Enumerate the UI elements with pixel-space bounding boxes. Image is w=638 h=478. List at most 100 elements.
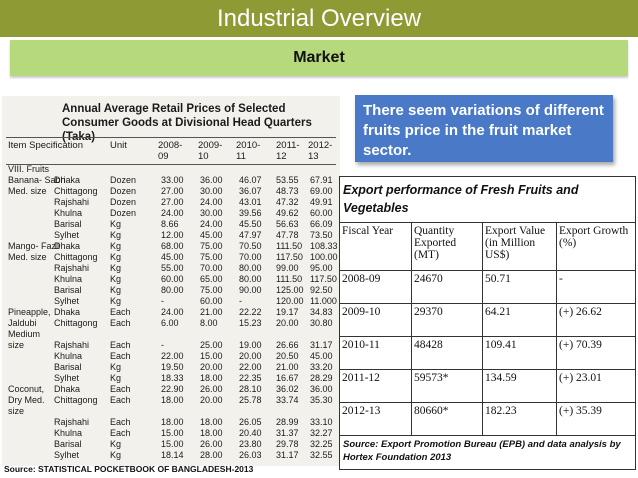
scan-cell-v2011: 20.00 — [276, 318, 299, 328]
export-cell-quantity: 80660* — [412, 403, 483, 435]
scan-cell-v2008: 27.00 — [161, 197, 184, 207]
scan-cell-v2011: 21.00 — [276, 362, 299, 372]
scan-cell-v2010: 22.35 — [239, 373, 262, 383]
export-cell-quantity: 48428 — [412, 337, 483, 369]
scan-cell-v2011: 49.62 — [276, 208, 299, 218]
scan-cell-v2008: 80.00 — [161, 285, 184, 295]
scan-cell-unit: Kg — [110, 274, 122, 284]
scan-cell-city: Barisal — [54, 439, 82, 449]
scan-cell-unit: Kg — [110, 263, 122, 273]
export-cell-growth: (+) 23.01 — [559, 372, 602, 384]
scan-cell-v2012: 11.000 — [310, 296, 337, 306]
scan-cell-v2008: 68.00 — [161, 241, 184, 251]
scan-table-row: Med. size Chittagong Dozen 27.00 30.00 36.07 4… — [6, 186, 340, 197]
scan-cell-v2012: 67.91 — [310, 175, 333, 185]
scan-table-row: Barisal Kg 8.66 24.00 45.50 56.63 66.09 — [6, 219, 340, 230]
scan-cell-v2009: 36.00 — [200, 175, 223, 185]
scan-cell-v2011: 26.66 — [276, 340, 299, 350]
scan-cell-v2012: 60.00 — [310, 208, 333, 218]
export-cell-year: 2011-12 — [340, 370, 412, 402]
scan-table-row: Jaldubi Chittagong Each 6.00 8.00 15.23 20.00 3… — [6, 318, 340, 329]
scan-table-row: Dry Med. Chittagong Each 18.00 20.00 25.78 33.… — [6, 395, 340, 406]
scan-cell-city: Dhaka — [54, 307, 81, 317]
export-table-title: Export performance of Fresh Fruits and V… — [340, 177, 635, 223]
scan-cell-city: Khulna — [54, 428, 83, 438]
scan-table-row: Medium — [6, 329, 340, 340]
export-cell-value: 109.41 — [483, 337, 557, 369]
export-cell-value: 64.21 — [483, 304, 557, 336]
scan-cell-v2010: 47.97 — [239, 230, 262, 240]
slide-subtitle: Market — [293, 49, 345, 66]
export-table-row: 2009-10 29370 64.21 (+) 26.62 — [340, 304, 635, 337]
scan-cell-city: Chittagong — [54, 395, 98, 405]
scan-cell-item: Coconut, — [8, 384, 45, 394]
scan-cell-city: Chittagong — [54, 318, 98, 328]
scan-table-header: Item Specification Unit 2008-09 2009-10 … — [6, 137, 336, 165]
scan-cell-v2010: 36.07 — [239, 186, 262, 196]
scan-header-2011: 2011-12 — [276, 140, 300, 162]
scan-cell-v2010: 39.56 — [239, 208, 262, 218]
scan-title-line-1: Annual Average Retail Prices of Selected — [62, 103, 286, 115]
export-cell-value: 182.23 — [483, 403, 557, 435]
scan-cell-v2009: 18.00 — [200, 373, 223, 383]
scan-cell-city: Rajshahi — [54, 197, 90, 207]
scan-cell-city: Barisal — [54, 362, 82, 372]
scan-cell-v2010: 20.00 — [239, 351, 262, 361]
scan-cell-city: Dhaka — [54, 175, 81, 185]
scan-cell-item: Jaldubi — [8, 318, 37, 328]
scan-cell-v2011: 33.74 — [276, 395, 299, 405]
scan-cell-v2009: 20.00 — [200, 362, 223, 372]
scan-cell-v2008: 27.00 — [161, 186, 184, 196]
scan-cell-v2012: 66.09 — [310, 219, 333, 229]
scan-table-row: Rajshahi Kg 55.00 70.00 80.00 99.00 95.00 — [6, 263, 340, 274]
scan-header-unit: Unit — [110, 140, 127, 151]
scan-cell-unit: Kg — [110, 450, 122, 460]
export-cell-growth: (+) 26.62 — [559, 306, 602, 318]
scan-cell-v2008: 18.00 — [161, 417, 184, 427]
scan-cell-city: Dhaka — [54, 384, 81, 394]
scan-cell-unit: Each — [110, 384, 131, 394]
scan-cell-unit: Dozen — [110, 186, 137, 196]
scan-cell-v2008: - — [161, 340, 164, 350]
scan-cell-city: Khulna — [54, 274, 83, 284]
export-cell-year: 2010-11 — [340, 337, 412, 369]
scan-cell-city: Rajshahi — [54, 263, 90, 273]
scan-cell-v2010: 15.23 — [239, 318, 262, 328]
export-cell-value: 50.71 — [483, 271, 557, 303]
export-header-growth: Export Growth (%) — [559, 225, 629, 249]
scan-cell-v2008: 33.00 — [161, 175, 184, 185]
scan-cell-v2009: 70.00 — [200, 263, 223, 273]
scan-header-2010: 2010-11 — [236, 140, 261, 162]
scan-cell-v2012: 49.91 — [310, 197, 333, 207]
scan-table-row: Rajshahi Each 18.00 18.00 26.05 28.99 33.10 — [6, 417, 340, 428]
scan-cell-city: Barisal — [54, 285, 82, 295]
slide-title: Industrial Overview — [216, 5, 422, 32]
scan-cell-unit: Kg — [110, 296, 122, 306]
scan-table-row: size — [6, 406, 340, 417]
scan-cell-v2008: 45.00 — [161, 252, 184, 262]
scan-cell-v2009: 8.00 — [200, 318, 218, 328]
export-cell-growth: (+) 35.39 — [559, 405, 602, 417]
scan-cell-v2011: 111.50 — [276, 274, 303, 284]
export-cell-year: 2008-09 — [340, 271, 412, 303]
scan-cell-unit: Each — [110, 428, 131, 438]
export-table-header-row: Fiscal Year Quantity Exported (MT) Expor… — [340, 223, 635, 271]
scan-cell-v2011: 31.37 — [276, 428, 299, 438]
scan-cell-v2009: 24.00 — [200, 197, 223, 207]
scan-cell-v2011: 47.32 — [276, 197, 299, 207]
scan-table-row: Barisal Kg 19.50 20.00 22.00 21.00 33.20 — [6, 362, 340, 373]
export-cell-growth: - — [559, 273, 563, 285]
scan-cell-v2012: 100.00 — [310, 252, 338, 262]
scan-cell-v2009: 21.00 — [200, 307, 223, 317]
scan-table-row: Khulna Kg 60.00 65.00 80.00 111.50 117.50 — [6, 274, 340, 285]
scan-cell-v2008: 24.00 — [161, 208, 184, 218]
scan-cell-v2008: 60.00 — [161, 274, 184, 284]
scan-header-item: Item Specification — [8, 140, 83, 151]
scan-cell-v2012: 117.50 — [310, 274, 337, 284]
scan-cell-v2009: 18.00 — [200, 428, 223, 438]
scan-cell-v2010: 20.40 — [239, 428, 262, 438]
scan-cell-item: Dry Med. — [8, 395, 45, 405]
export-source-note: Source: Export Promotion Bureau (EPB) an… — [343, 439, 621, 463]
scan-cell-v2009: 24.00 — [200, 219, 223, 229]
scan-cell-v2008: 8.66 — [161, 219, 179, 229]
